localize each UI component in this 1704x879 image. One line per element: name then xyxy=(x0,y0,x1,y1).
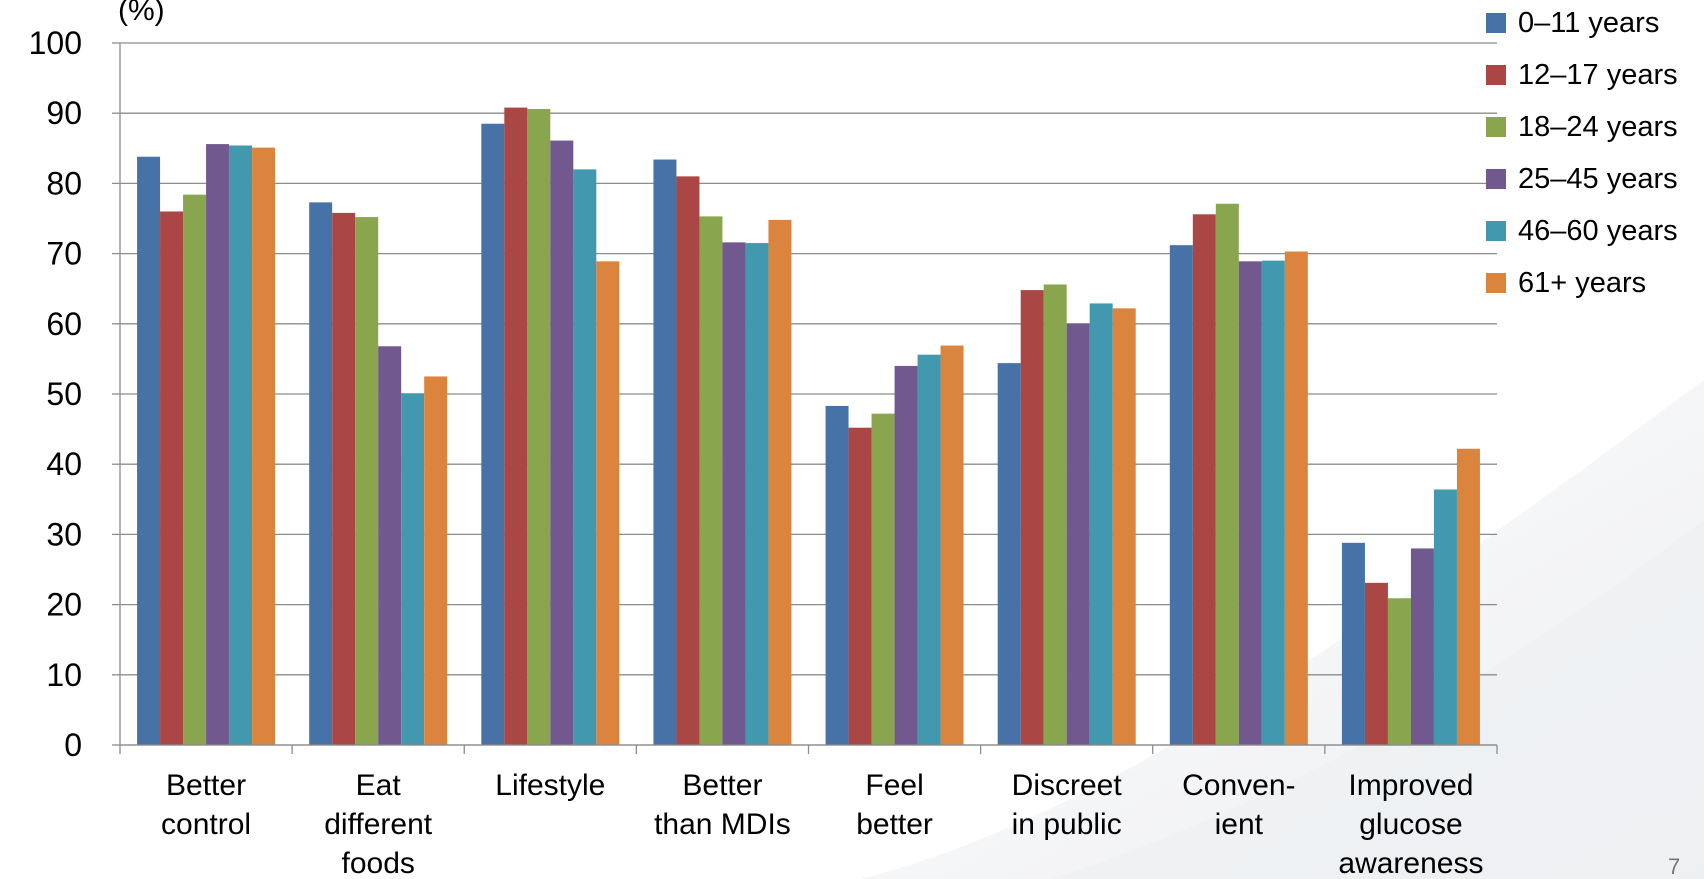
legend-swatch xyxy=(1486,65,1506,85)
bar xyxy=(424,376,448,745)
bar xyxy=(1364,582,1388,745)
legend-label: 12–17 years xyxy=(1518,59,1678,91)
y-tick-label: 80 xyxy=(46,165,82,201)
bar xyxy=(573,169,597,746)
x-category-label: glucose xyxy=(1359,808,1462,841)
x-category-label: Eat xyxy=(356,769,402,802)
y-tick-label: 90 xyxy=(46,95,82,131)
bar xyxy=(550,140,574,745)
y-tick-label: 100 xyxy=(29,25,82,61)
axes xyxy=(119,43,1498,754)
bar xyxy=(401,393,425,745)
bar xyxy=(252,147,276,745)
legend-swatch xyxy=(1486,221,1506,241)
bar xyxy=(1284,251,1308,745)
x-category-label: control xyxy=(161,808,251,841)
bar xyxy=(1066,323,1090,745)
bar xyxy=(940,345,964,745)
bar xyxy=(894,365,918,745)
bar xyxy=(596,261,620,745)
x-category-label: foods xyxy=(341,847,414,879)
bar xyxy=(1410,548,1434,745)
bar xyxy=(1112,308,1136,745)
bar xyxy=(653,159,677,746)
bar xyxy=(917,354,941,745)
legend-label: 46–60 years xyxy=(1518,215,1678,247)
legend-swatch xyxy=(1486,169,1506,189)
x-category-label: Better xyxy=(682,769,762,802)
bar xyxy=(309,202,333,745)
x-category-label: Improved xyxy=(1348,769,1473,802)
legend-swatch xyxy=(1486,117,1506,137)
y-tick-label: 60 xyxy=(46,306,82,342)
bar xyxy=(183,194,207,745)
bar xyxy=(481,123,505,746)
bar xyxy=(1192,214,1216,746)
bar xyxy=(1456,448,1480,745)
bar xyxy=(504,107,528,746)
bar xyxy=(527,108,551,746)
x-category-label: Conven- xyxy=(1182,769,1295,802)
bar xyxy=(722,242,746,746)
bar xyxy=(1238,261,1262,745)
bar xyxy=(1215,203,1239,745)
bar xyxy=(676,176,700,745)
y-tick-label: 10 xyxy=(46,657,82,693)
legend-label: 61+ years xyxy=(1518,267,1646,299)
y-tick-label: 20 xyxy=(46,587,82,623)
y-tick-label: 0 xyxy=(64,727,82,763)
x-category-label: than MDIs xyxy=(654,808,791,841)
y-tick-label: 50 xyxy=(46,376,82,412)
x-category-label: Discreet xyxy=(1012,769,1123,802)
bar xyxy=(1261,260,1285,745)
bar xyxy=(1387,598,1411,745)
bar xyxy=(378,346,402,745)
page-number: 7 xyxy=(1668,854,1680,879)
bar xyxy=(332,212,356,745)
bar xyxy=(229,145,253,745)
x-category-labels: Better control Eat different foods Lifestyle B… xyxy=(161,769,1483,879)
bar xyxy=(1169,245,1193,745)
bar xyxy=(825,405,849,745)
x-category-label: Lifestyle xyxy=(495,769,605,802)
bar xyxy=(997,363,1021,745)
bar xyxy=(1433,489,1457,745)
bar xyxy=(1089,303,1113,745)
y-tick-label: 70 xyxy=(46,236,82,272)
bars xyxy=(137,107,1480,746)
y-tick-label: 30 xyxy=(46,516,82,552)
bar xyxy=(848,427,872,745)
legend-label: 18–24 years xyxy=(1518,111,1678,143)
bar xyxy=(1043,284,1067,745)
bar xyxy=(871,413,895,745)
legend-label: 25–45 years xyxy=(1518,163,1678,195)
legend-label: 0–11 years xyxy=(1518,7,1659,39)
bar xyxy=(137,156,161,745)
x-category-label: Better xyxy=(166,769,246,802)
x-category-label: in public xyxy=(1012,808,1122,841)
bar xyxy=(745,243,769,745)
x-category-label: better xyxy=(856,808,933,841)
bar xyxy=(206,144,230,745)
x-category-label: awareness xyxy=(1338,847,1483,879)
y-tick-labels: 0 10 20 30 40 50 60 70 80 90 100 xyxy=(29,25,82,763)
bar xyxy=(1341,542,1365,745)
x-category-label: different xyxy=(324,808,433,841)
bar xyxy=(1020,290,1044,745)
legend-swatch xyxy=(1486,273,1506,293)
x-category-label: ient xyxy=(1215,808,1264,841)
bar xyxy=(699,216,723,746)
bar xyxy=(768,219,792,746)
legend: 0–11 years 12–17 years 18–24 years 25–45 ye… xyxy=(1486,7,1678,299)
legend-swatch xyxy=(1486,13,1506,33)
bar xyxy=(160,211,184,746)
y-tick-label: 40 xyxy=(46,446,82,482)
bar xyxy=(355,217,379,745)
x-category-label: Feel xyxy=(865,769,923,802)
y-axis-unit-fragment: (%) xyxy=(118,0,165,27)
